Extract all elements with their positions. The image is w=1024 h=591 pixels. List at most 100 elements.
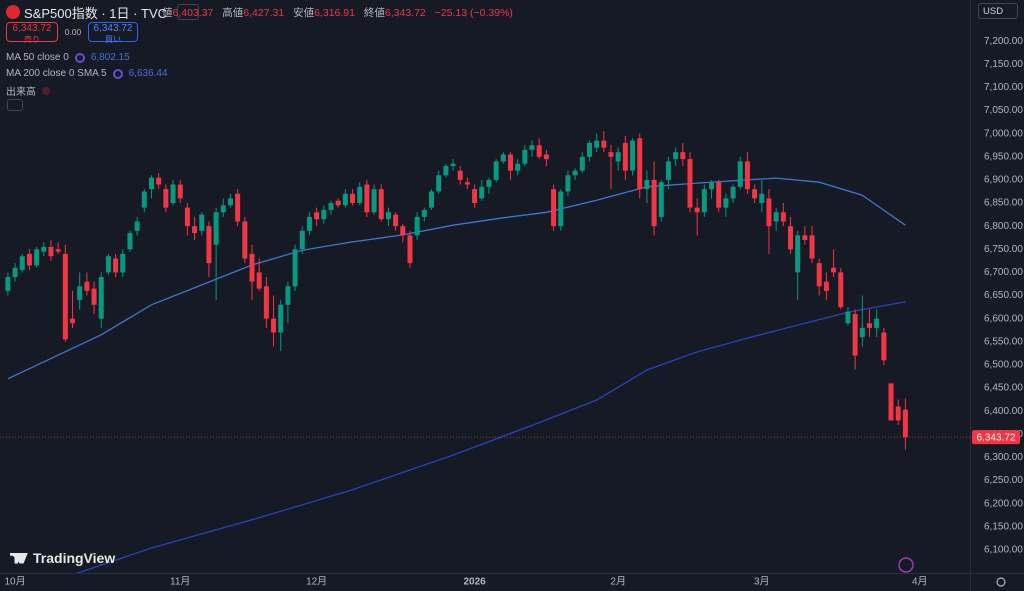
ma-name[interactable]: MA 200 close 0 SMA 5 (6, 68, 107, 79)
candle-body (328, 203, 334, 210)
x-tick-label: 11月 (170, 576, 190, 588)
candle-body (651, 179, 657, 227)
candle-body (816, 263, 822, 287)
y-tick-label: 6,200.00 (984, 498, 1023, 509)
y-tick-label: 6,600.00 (984, 313, 1023, 324)
candle-body (579, 156, 585, 171)
candle-body (5, 277, 11, 291)
candle-body (809, 235, 815, 259)
candle-body (148, 177, 154, 190)
candle-body (507, 154, 513, 171)
candle-body (414, 216, 420, 236)
volume-label[interactable]: 出来高 (6, 87, 36, 98)
currency-button[interactable]: USD (978, 3, 1018, 19)
lightning-icon[interactable] (898, 557, 914, 573)
candle-body (859, 327, 865, 338)
candle-body (378, 189, 384, 220)
candle-body (141, 191, 147, 208)
candle-body (450, 163, 456, 167)
sell-price: 6,343.72 (12, 23, 52, 34)
y-tick-label: 6,700.00 (984, 267, 1023, 278)
change: −25.13 (−0.39%) (434, 7, 513, 19)
plot-area (0, 131, 970, 573)
ma-icon (112, 68, 123, 79)
candle-body (608, 152, 614, 157)
watermark-logo (10, 552, 28, 564)
ma-name[interactable]: MA 50 close 0 (6, 52, 69, 63)
candle-body (551, 189, 557, 227)
candle-body (773, 212, 779, 222)
candle-body (500, 154, 506, 162)
indicator-button[interactable] (177, 4, 200, 20)
candle-body (709, 182, 715, 190)
moving-average-line (75, 301, 906, 573)
y-tick-label: 6,750.00 (984, 244, 1023, 255)
candle-body (113, 258, 119, 273)
candle-body (62, 253, 68, 340)
candle-body (601, 140, 607, 148)
candle-body (429, 191, 435, 208)
candle-body (479, 186, 485, 199)
symbol-title[interactable]: S&P500指数 · 1日 · TVC (24, 5, 168, 21)
candle-body (278, 304, 284, 333)
candle-body (658, 182, 664, 217)
axes: 6,100.00 6,150.00 6,200.00 6,250.00 6,300.00… (5, 36, 1024, 588)
x-tick-label: 4月 (912, 576, 928, 588)
candle-body (443, 166, 449, 176)
candle-body (558, 191, 564, 227)
candle-body (881, 332, 887, 361)
ohlc-header: 値6,403.37 高値6,427.31 安値6,316.91 終値6,343.… (162, 5, 519, 20)
trade-panel: 6,343.72 売り 0.00 6,343.72 買い (6, 22, 138, 44)
y-tick-label: 6,900.00 (984, 175, 1023, 186)
y-tick-label: 6,300.00 (984, 452, 1023, 463)
candle-body (213, 212, 219, 245)
candle-body (565, 175, 571, 192)
candle-body (486, 179, 492, 187)
sell-button[interactable]: 6,343.72 売り (6, 22, 58, 44)
candle-body (199, 214, 205, 231)
ohlc-value: 6,316.91 (314, 7, 355, 19)
y-tick-label: 6,100.00 (984, 545, 1023, 556)
x-tick-label: 3月 (754, 576, 770, 588)
candle-body (795, 235, 801, 273)
buy-button[interactable]: 6,343.72 買い (88, 22, 138, 44)
candle-body (536, 145, 542, 157)
candle-body (98, 277, 104, 319)
candle-body (12, 267, 18, 278)
ma-legend: MA 200 close 0 SMA 5 6,636.44 (6, 68, 168, 79)
candle-body (306, 216, 312, 231)
candle-body (472, 189, 478, 204)
candle-body (665, 161, 671, 180)
candle-body (902, 409, 908, 438)
candle-body (77, 286, 83, 301)
candle-body (249, 253, 255, 282)
candle-body (701, 189, 707, 213)
y-tick-label: 6,250.00 (984, 475, 1023, 486)
candle-body (622, 142, 628, 171)
spread: 0.00 (64, 27, 82, 37)
candle-body (342, 193, 348, 206)
candle-body (170, 184, 176, 204)
y-tick-label: 7,150.00 (984, 59, 1023, 70)
candle-body (838, 272, 844, 308)
candle-body (184, 207, 190, 227)
y-tick-label: 6,650.00 (984, 290, 1023, 301)
candle-body (572, 170, 578, 176)
settings-icon[interactable] (996, 577, 1006, 587)
candle-body (163, 189, 169, 208)
candle-body (48, 246, 54, 257)
candle-body (41, 246, 47, 252)
candle-body (522, 149, 528, 164)
candle-body (737, 161, 743, 187)
ma-legend: MA 50 close 0 6,802.15 (6, 52, 130, 63)
candle-body (263, 286, 269, 319)
collapse-button[interactable] (7, 99, 23, 111)
candle-body (70, 318, 76, 324)
candle-body (156, 177, 162, 185)
volume-warning-icon (42, 86, 50, 95)
y-tick-label: 7,100.00 (984, 82, 1023, 93)
ohlc-label: 終値 (363, 7, 385, 19)
candle-body (493, 161, 499, 180)
y-tick-label: 7,200.00 (984, 36, 1023, 47)
